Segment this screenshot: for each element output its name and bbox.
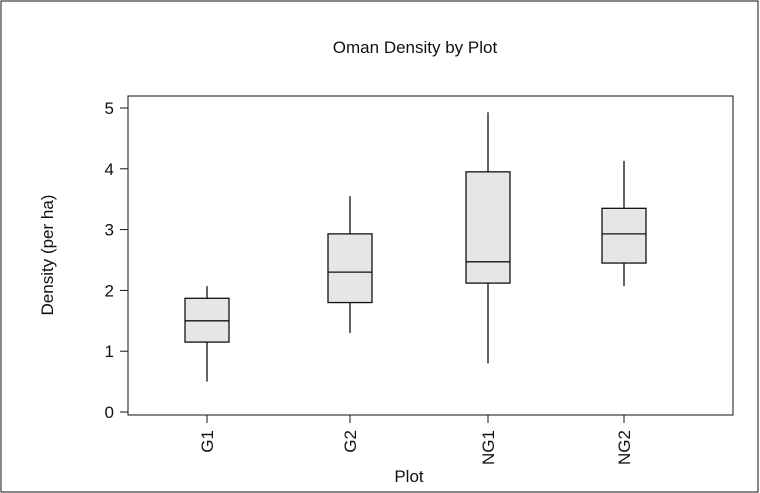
y-axis: 0 1 2 3 4 5 xyxy=(105,99,128,422)
box-ng2 xyxy=(601,160,647,287)
y-tick-label: 2 xyxy=(105,281,114,300)
box-series xyxy=(184,112,647,382)
box-ng1 xyxy=(465,112,511,364)
x-tick-label: NG1 xyxy=(479,430,498,465)
box-g2 xyxy=(327,196,373,333)
x-tick-label: G1 xyxy=(198,430,217,453)
box-iqr xyxy=(465,171,511,284)
x-axis: G1 G2 NG1 NG2 xyxy=(198,415,634,465)
chart-title: Oman Density by Plot xyxy=(333,38,498,57)
box-g1 xyxy=(184,286,230,382)
y-tick-label: 1 xyxy=(105,342,114,361)
y-tick-label: 0 xyxy=(105,403,114,422)
x-tick-label: NG2 xyxy=(615,430,634,465)
y-tick-label: 4 xyxy=(105,160,114,179)
x-axis-label: Plot xyxy=(394,467,424,486)
box-iqr xyxy=(327,233,373,304)
y-tick-label: 5 xyxy=(105,99,114,118)
plot-area xyxy=(127,95,734,416)
y-tick-label: 3 xyxy=(105,221,114,240)
box-iqr xyxy=(601,207,647,264)
x-tick-label: G2 xyxy=(341,430,360,453)
y-axis-label: Density (per ha) xyxy=(38,195,57,316)
